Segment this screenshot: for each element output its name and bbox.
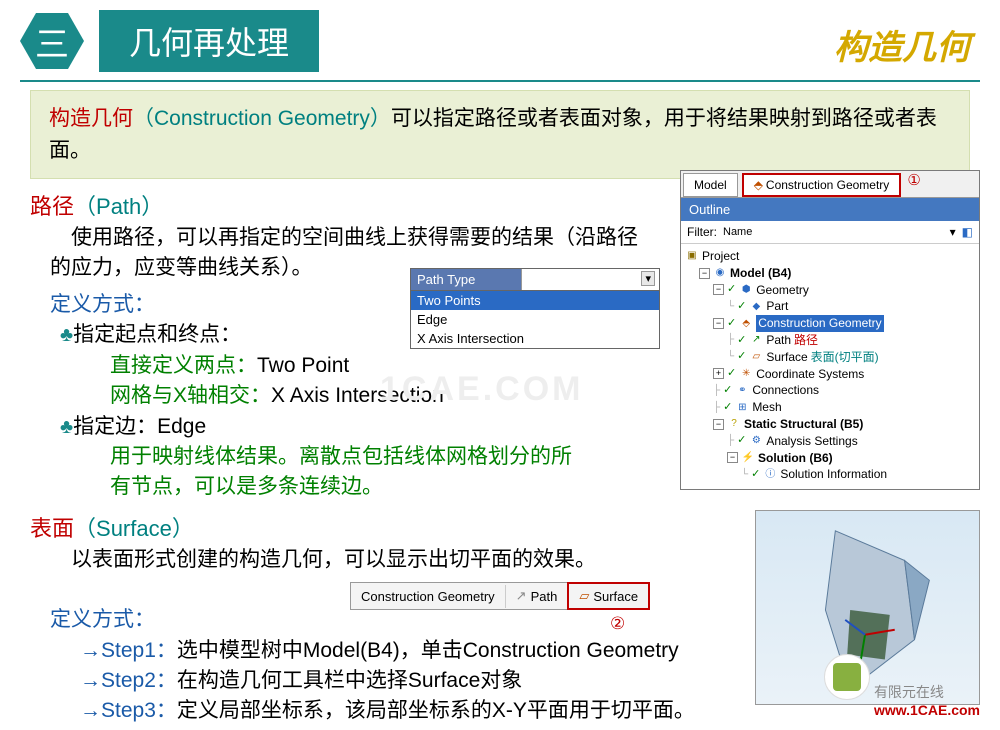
check-icon: ✓ (727, 282, 736, 297)
check-icon: ✓ (737, 333, 746, 348)
pathtype-option[interactable]: Edge (411, 310, 659, 329)
header: 三 几何再处理 构造几何 (0, 0, 1000, 80)
conn-icon: ⚭ (735, 384, 749, 398)
logo-inner (833, 663, 861, 691)
marker-1: ① (907, 171, 920, 197)
static-icon: ? (727, 417, 741, 431)
check-icon: ✓ (737, 349, 746, 364)
tabs-row: Model ⬘ Construction Geometry ① (681, 171, 979, 198)
collapse-icon[interactable]: − (727, 452, 738, 463)
pathtype-label: Path Type (411, 269, 521, 290)
tree-conn[interactable]: ├✓⚭Connections (685, 382, 975, 399)
club-icon: ♣ (60, 416, 73, 438)
check-icon: ✓ (737, 433, 746, 448)
tree-path[interactable]: ├✓↗Path 路径 (685, 332, 975, 349)
path-icon: ↗ (749, 333, 763, 347)
tree-project[interactable]: ▣Project (685, 248, 975, 265)
filter-action-icon[interactable]: ◧ (962, 225, 973, 239)
toolbar-cg[interactable]: Construction Geometry (351, 585, 506, 608)
check-icon: ✓ (727, 366, 736, 381)
intro-highlight: 构造几何 (49, 107, 133, 130)
project-icon: ▣ (685, 249, 699, 263)
model-icon: ◉ (713, 266, 727, 280)
cg-toolbar: Construction Geometry ↗Path ▱Surface (350, 582, 650, 610)
tree-solinfo[interactable]: └✓ⓘSolution Information (685, 466, 975, 483)
cg-icon: ⬘ (739, 317, 753, 331)
collapse-icon[interactable]: − (713, 284, 724, 295)
tree-part[interactable]: └✓◆Part (685, 298, 975, 315)
solinfo-icon: ⓘ (763, 468, 777, 482)
solution-icon: ⚡ (741, 451, 755, 465)
tree-geometry[interactable]: −✓⬢Geometry (685, 282, 975, 299)
surface-icon: ▱ (749, 350, 763, 364)
arrow-icon: → (80, 639, 101, 662)
tree-analysis[interactable]: ├✓⚙Analysis Settings (685, 433, 975, 450)
pathtype-select[interactable] (521, 269, 659, 290)
outline-title: Outline (681, 198, 979, 221)
tree-cg[interactable]: −✓⬘Construction Geometry (685, 315, 975, 332)
collapse-icon[interactable]: − (713, 318, 724, 329)
pathtype-option[interactable]: Two Points (411, 291, 659, 310)
pathtype-option[interactable]: X Axis Intersection (411, 329, 659, 348)
marker-2: ② (610, 614, 625, 634)
club-icon: ♣ (60, 324, 73, 346)
pathtype-dropdown[interactable]: Path Type Two Points Edge X Axis Interse… (410, 268, 660, 349)
logo (824, 654, 870, 700)
tree-mesh[interactable]: ├✓⊞Mesh (685, 399, 975, 416)
check-icon: ✓ (723, 383, 732, 398)
path-item2-desc: 用于映射线体结果。离散点包括线体网格划分的所有节点，可以是多条连续边。 (110, 442, 590, 503)
intro-paren: （Construction Geometry） (133, 107, 391, 130)
outline-panel: Model ⬘ Construction Geometry ① Outline … (680, 170, 980, 490)
mesh-icon: ⊞ (735, 401, 749, 415)
page-subtitle: 构造几何 (834, 20, 970, 69)
collapse-icon[interactable]: − (713, 419, 724, 430)
check-icon: ✓ (723, 400, 732, 415)
footer-url: www.1CAE.com (874, 702, 980, 718)
filter-dropdown-icon[interactable]: ▾ (950, 225, 956, 239)
tree-solution[interactable]: −⚡Solution (B6) (685, 450, 975, 467)
tree-static[interactable]: −?Static Structural (B5) (685, 416, 975, 433)
tree: ▣Project −◉Model (B4) −✓⬢Geometry └✓◆Par… (681, 244, 979, 489)
cg-icon: ⬘ (754, 178, 763, 192)
toolbar-path[interactable]: ↗Path (506, 584, 569, 608)
arrow-icon: → (80, 669, 101, 692)
toolbar-surface[interactable]: ▱Surface (567, 582, 650, 610)
geometry-icon: ⬢ (739, 283, 753, 297)
page-title: 几何再处理 (99, 10, 319, 72)
check-icon: ✓ (737, 299, 746, 314)
analysis-icon: ⚙ (749, 434, 763, 448)
divider (20, 80, 980, 82)
path-icon: ↗ (516, 588, 527, 604)
arrow-icon: → (80, 699, 101, 722)
tab-construction-geometry[interactable]: ⬘ Construction Geometry (742, 173, 902, 197)
expand-icon[interactable]: + (713, 368, 724, 379)
tree-coord[interactable]: +✓✳Coordinate Systems (685, 366, 975, 383)
coord-icon: ✳ (739, 367, 753, 381)
footer-text1: 有限元在线 (874, 684, 944, 700)
intro-box: 构造几何（Construction Geometry）可以指定路径或者表面对象，… (30, 90, 970, 179)
section-badge: 三 (20, 13, 84, 69)
check-icon: ✓ (727, 316, 736, 331)
part-icon: ◆ (749, 300, 763, 314)
footer: 有限元在线 www.1CAE.com (874, 682, 980, 718)
filter-label: Filter: (687, 225, 717, 239)
collapse-icon[interactable]: − (699, 268, 710, 279)
tree-surface[interactable]: └✓▱Surface 表面(切平面) (685, 349, 975, 366)
filter-row: Filter: ▾ ◧ (681, 221, 979, 244)
surface-icon: ▱ (579, 588, 589, 604)
filter-input[interactable] (723, 226, 944, 238)
check-icon: ✓ (751, 467, 760, 482)
tree-model[interactable]: −◉Model (B4) (685, 265, 975, 282)
tab-model[interactable]: Model (683, 173, 738, 197)
pathtype-list: Two Points Edge X Axis Intersection (411, 290, 659, 348)
